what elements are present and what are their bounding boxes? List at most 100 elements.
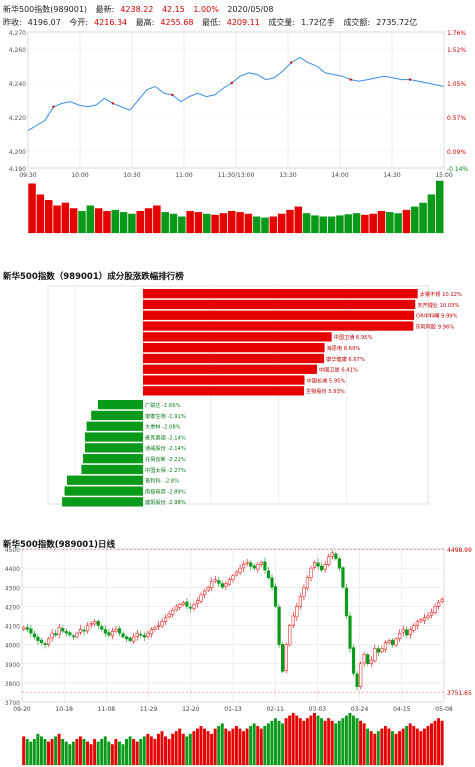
daily-y-tick: 4000 [5, 643, 20, 650]
high-value: 4255.68 [160, 18, 194, 27]
intraday-volume-bar [311, 215, 319, 233]
intraday-volume-bar [128, 213, 136, 233]
prev-close-value: 4196.07 [27, 18, 61, 27]
daily-candle-body [309, 567, 313, 578]
daily-candle-body [39, 639, 44, 643]
intraday-y-tick: 4,260 [9, 47, 26, 54]
intraday-marker [408, 78, 412, 81]
daily-volume-bar [408, 723, 412, 765]
daily-candle-body [192, 604, 196, 609]
intraday-volume-bar [211, 214, 219, 233]
daily-volume-bar [171, 733, 175, 765]
daily-volume-bar [305, 718, 309, 765]
daily-candle-body [383, 642, 388, 650]
daily-candle-body [220, 583, 224, 588]
gainer-label: 生物股份 5.93% [306, 387, 345, 395]
intraday-volume-bar [286, 209, 294, 233]
daily-volume-bar [309, 715, 313, 765]
daily-volume-bar [288, 715, 292, 765]
daily-candle-body [422, 617, 427, 621]
daily-x-tick: 11-29 [140, 706, 158, 713]
prev-close-label: 昨收: [3, 18, 22, 27]
daily-chart: 4500 4400 4300 4200 4100 4000 3900 3800 370009-2… [5, 547, 472, 766]
intraday-x-tick: 10:30 [123, 172, 140, 179]
gainer-bar [143, 332, 332, 342]
daily-candle-body [288, 625, 292, 646]
intraday-marker [230, 81, 233, 85]
daily-volume-bar [238, 728, 242, 765]
daily-candle-body [337, 558, 341, 569]
daily-candle-body [61, 628, 65, 632]
daily-x-tick: 09-20 [13, 706, 31, 713]
daily-volume-bar [281, 723, 285, 765]
daily-volume-bar [75, 739, 79, 765]
daily-candle-body [419, 619, 423, 622]
gainer-bar [143, 289, 418, 299]
daily-volume-bar [316, 715, 320, 765]
gainer-label: 太钢不锈 10.12% [420, 290, 462, 298]
daily-volume-bar [164, 736, 167, 765]
loser-label: 康泰生物 -1.91% [145, 412, 186, 420]
daily-candle-body [29, 628, 33, 634]
daily-candle-body [277, 606, 281, 645]
daily-volume-bar [142, 736, 146, 765]
daily-y-tick: 4300 [5, 585, 20, 592]
daily-volume-bar [100, 739, 104, 765]
daily-volume-bar [398, 731, 402, 765]
daily-candle-body [217, 580, 221, 584]
daily-candle-body [242, 564, 246, 569]
daily-candle-body [316, 562, 320, 567]
intraday-right-tick: 1.52% [447, 47, 466, 54]
daily-volume-bar [174, 731, 178, 765]
daily-volume-bar [213, 728, 217, 765]
daily-volume-bar [320, 718, 324, 765]
daily-volume-bar [419, 731, 423, 765]
daily-candle-body [231, 575, 235, 580]
daily-volume-bar [192, 731, 196, 765]
daily-volume-bar [312, 713, 316, 765]
daily-volume-bar [362, 723, 366, 765]
daily-candle-body [25, 627, 29, 630]
daily-candle-body [312, 562, 317, 568]
intraday-volume-bar [144, 208, 153, 233]
daily-candle-body [238, 567, 242, 573]
daily-candle-body [398, 632, 402, 639]
daily-volume-bar [433, 720, 437, 765]
daily-volume-bar [224, 728, 228, 765]
daily-candle-body [121, 633, 125, 638]
intraday-x-tick: 14:00 [331, 172, 348, 179]
loser-label: 中国太保 -2.27% [145, 466, 186, 474]
daily-volume-bar [330, 720, 334, 765]
daily-volume-bar [231, 728, 235, 765]
intraday-volume-bar [203, 213, 211, 233]
daily-candle-body [43, 643, 47, 645]
daily-candle-body [132, 636, 136, 642]
daily-candle-body [195, 600, 200, 604]
daily-candle-body [437, 602, 441, 607]
daily-volume-bar [195, 728, 199, 765]
daily-candle-body [146, 632, 150, 637]
daily-volume-bar [348, 713, 352, 765]
intraday-y-tick: 4,190 [9, 166, 26, 173]
gainer-label: 中国卫星 6.41% [319, 366, 358, 374]
loser-label: 普利科- -2.8% [145, 477, 179, 485]
daily-volume-bar [89, 744, 93, 765]
daily-candle-body [227, 579, 232, 585]
intraday-volume-bar [219, 213, 228, 233]
daily-candle-body [369, 659, 373, 664]
daily-volume-bar [43, 739, 47, 765]
ranking-frame [47, 285, 429, 505]
intraday-volume-bar [419, 202, 427, 233]
daily-volume-bar [47, 741, 50, 765]
daily-candle-body [440, 598, 444, 602]
daily-volume-bar [96, 741, 100, 765]
daily-candle-body [75, 632, 79, 638]
daily-candle-body [160, 621, 164, 627]
daily-candle-body [199, 594, 203, 602]
daily-x-tick: 01-13 [224, 706, 242, 713]
intraday-y-tick: 4,200 [9, 149, 26, 156]
intraday-x-tick: 10:00 [71, 172, 88, 179]
change-value: 42.15 [161, 5, 185, 14]
daily-y-tick: 3800 [5, 681, 20, 688]
daily-volume-bar [234, 726, 238, 765]
